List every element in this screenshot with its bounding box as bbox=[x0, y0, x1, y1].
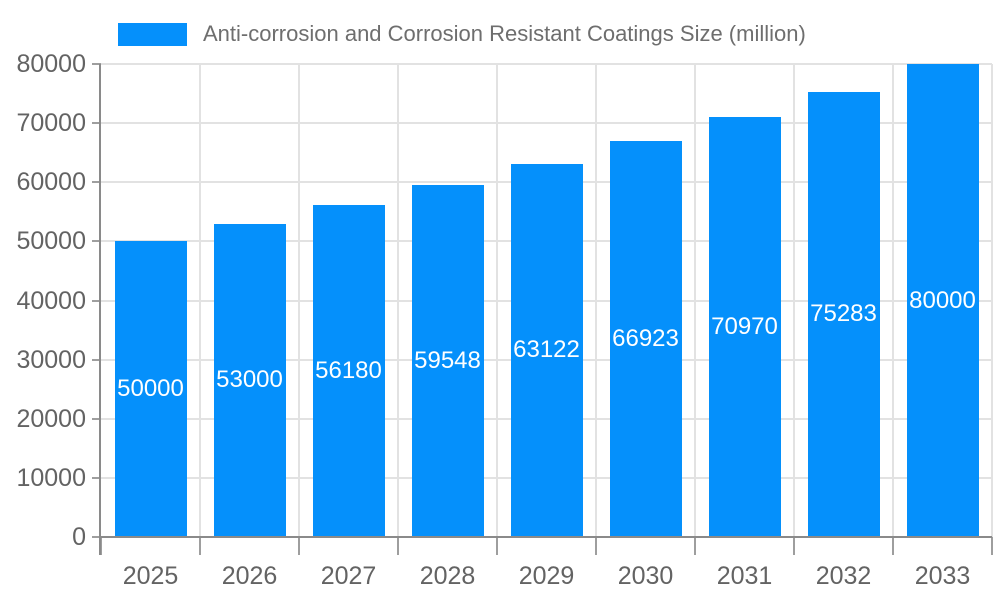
bar bbox=[411, 184, 484, 537]
legend-label[interactable]: Anti-corrosion and Corrosion Resistant C… bbox=[203, 21, 806, 46]
y-tick-label: 20000 bbox=[16, 404, 86, 433]
x-gridline bbox=[793, 64, 795, 537]
y-tick-label: 70000 bbox=[16, 109, 86, 138]
y-gridline bbox=[101, 122, 992, 125]
x-tickmark bbox=[397, 537, 399, 555]
legend-swatch[interactable] bbox=[118, 22, 187, 46]
y-tick-label: 80000 bbox=[16, 50, 86, 78]
x-tickmark bbox=[298, 537, 300, 555]
y-tickmark bbox=[92, 358, 101, 361]
bar-value-label: 59548 bbox=[414, 346, 481, 374]
x-tick-label: 2025 bbox=[122, 562, 179, 590]
x-gridline bbox=[991, 64, 993, 537]
x-tickmark bbox=[496, 537, 498, 555]
y-tick-label: 0 bbox=[72, 523, 86, 551]
x-gridline bbox=[298, 64, 300, 537]
y-tickmark bbox=[92, 240, 101, 243]
x-gridline bbox=[397, 64, 399, 537]
x-gridline bbox=[694, 64, 696, 537]
y-tickmark bbox=[92, 63, 101, 65]
x-tickmark bbox=[694, 537, 696, 555]
y-tick-label: 40000 bbox=[16, 286, 86, 315]
x-tick-label: 2033 bbox=[914, 562, 971, 590]
y-tickmark bbox=[92, 122, 101, 125]
x-tickmark bbox=[892, 537, 894, 555]
x-tick-label: 2032 bbox=[815, 562, 872, 590]
y-tickmark bbox=[92, 417, 101, 420]
x-gridline bbox=[199, 64, 201, 537]
y-axis-line bbox=[99, 64, 101, 555]
x-tickmark bbox=[595, 537, 597, 555]
x-tickmark bbox=[991, 537, 993, 555]
bar-value-label: 75283 bbox=[810, 300, 877, 328]
bar-value-label: 63122 bbox=[513, 336, 580, 364]
bar-value-label: 56180 bbox=[315, 356, 382, 384]
y-tick-label: 60000 bbox=[16, 168, 86, 197]
y-tick-label: 10000 bbox=[16, 463, 86, 492]
legend[interactable]: Anti-corrosion and Corrosion Resistant C… bbox=[118, 21, 806, 47]
x-tick-label: 2031 bbox=[716, 562, 773, 590]
x-tick-label: 2030 bbox=[617, 562, 674, 590]
bar-value-label: 66923 bbox=[612, 325, 679, 353]
bar-value-label: 50000 bbox=[117, 375, 184, 403]
x-tick-label: 2026 bbox=[221, 562, 278, 590]
x-gridline bbox=[496, 64, 498, 537]
bar-value-label: 53000 bbox=[216, 366, 283, 394]
bar bbox=[114, 241, 187, 537]
bar bbox=[807, 91, 880, 537]
x-gridline bbox=[892, 64, 894, 537]
bar bbox=[213, 223, 286, 537]
y-tickmark bbox=[92, 299, 101, 302]
x-gridline bbox=[595, 64, 597, 537]
y-tickmark bbox=[92, 536, 101, 538]
bar bbox=[312, 204, 385, 537]
x-tick-label: 2028 bbox=[419, 562, 476, 590]
bar bbox=[609, 141, 682, 537]
bar bbox=[906, 64, 979, 537]
bar bbox=[510, 163, 583, 537]
y-tickmark bbox=[92, 476, 101, 479]
bar-value-label: 70970 bbox=[711, 313, 778, 341]
y-tick-label: 50000 bbox=[16, 227, 86, 256]
x-tickmark bbox=[100, 537, 102, 555]
y-tick-label: 30000 bbox=[16, 345, 86, 374]
y-gridline bbox=[101, 63, 992, 65]
x-tick-label: 2029 bbox=[518, 562, 575, 590]
x-axis-line bbox=[99, 536, 992, 538]
x-tickmark bbox=[199, 537, 201, 555]
y-tickmark bbox=[92, 181, 101, 184]
x-tick-label: 2027 bbox=[320, 562, 377, 590]
bar-value-label: 80000 bbox=[909, 286, 976, 314]
bar bbox=[708, 117, 781, 537]
x-tickmark bbox=[793, 537, 795, 555]
